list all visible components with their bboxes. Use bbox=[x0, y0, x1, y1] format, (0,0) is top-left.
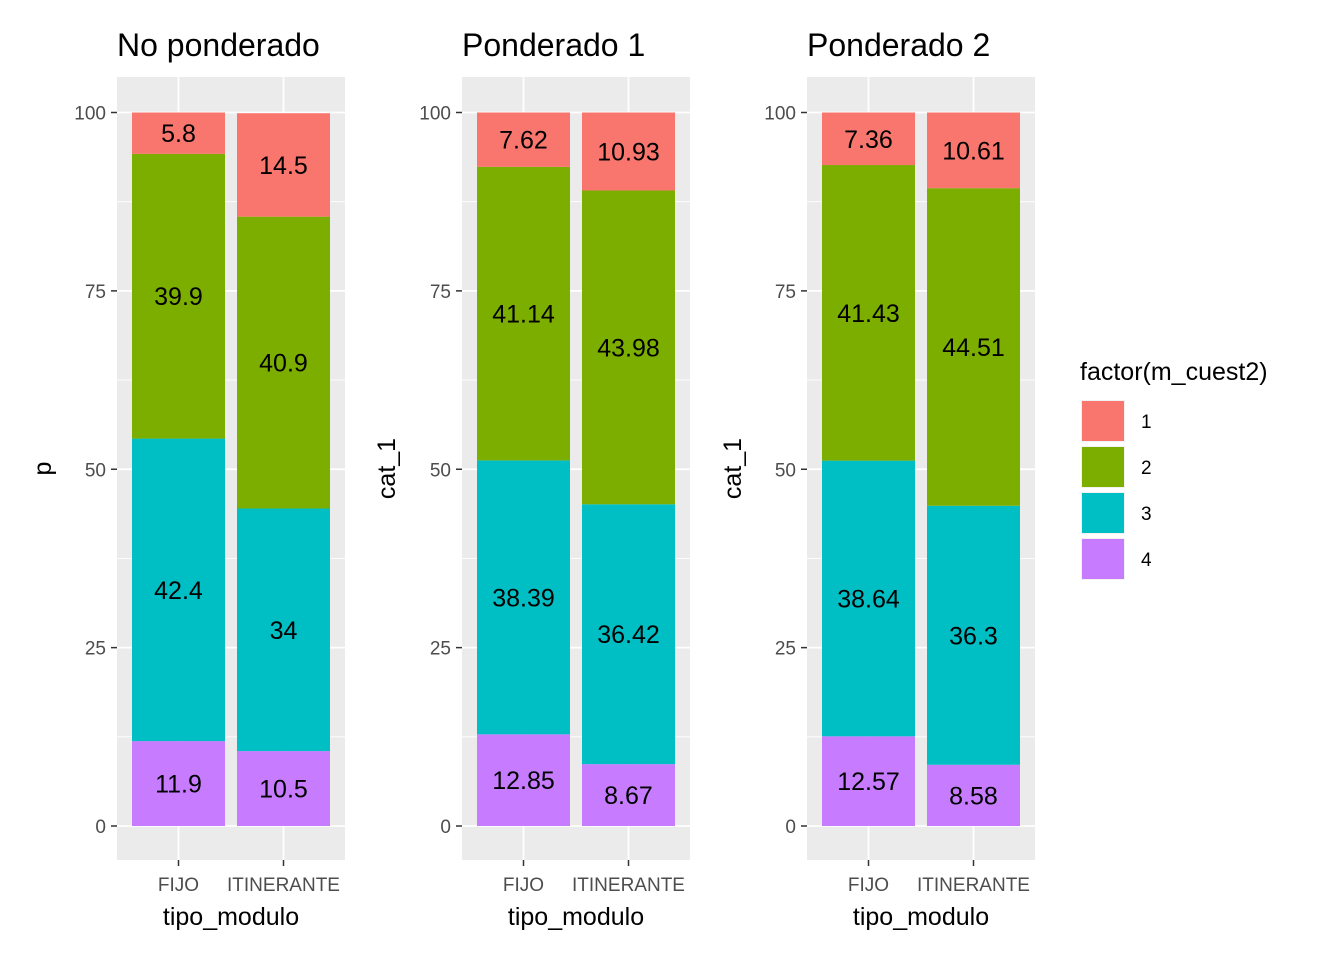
bar-data-label: 14.5 bbox=[259, 152, 308, 180]
bar-data-label: 10.5 bbox=[259, 776, 308, 804]
legend-swatch-4[interactable] bbox=[1082, 539, 1124, 579]
y-tick-label: 50 bbox=[430, 460, 451, 481]
chart-panel-1: 0 25 50 75 100 11.9 42.4 39.9 5.8 FIJO 10.5 34 40.9 1… bbox=[29, 27, 345, 931]
y-tick-label: 25 bbox=[85, 639, 106, 660]
x-tick-label: FIJO bbox=[848, 875, 889, 896]
y-tick-label: 75 bbox=[85, 282, 106, 303]
bar-data-label: 44.51 bbox=[942, 334, 1005, 362]
legend-title: factor(m_cuest2) bbox=[1080, 358, 1268, 386]
bar-segment-series-4-itinerante[interactable] bbox=[237, 751, 330, 826]
bar-segment-series-2-itinerante[interactable] bbox=[582, 190, 675, 505]
panel-title: Ponderado 1 bbox=[462, 27, 645, 63]
bar-segment-series-4-fijo[interactable] bbox=[132, 741, 225, 826]
chart-panel-3: 0 25 50 75 100 12.57 38.64 41.43 7.36 FIJO 8.58 36.… bbox=[719, 27, 1035, 931]
bar-data-label: 40.9 bbox=[259, 350, 308, 378]
bar-data-label: 41.14 bbox=[492, 301, 555, 329]
x-tick-label: ITINERANTE bbox=[227, 875, 340, 896]
bar-data-label: 10.93 bbox=[597, 138, 660, 166]
bar-data-label: 34 bbox=[270, 617, 298, 645]
bar-data-label: 39.9 bbox=[154, 283, 203, 311]
y-tick-label: 25 bbox=[430, 639, 451, 660]
bar-data-label: 43.98 bbox=[597, 334, 660, 362]
bar-data-label: 5.8 bbox=[161, 120, 196, 148]
legend: factor(m_cuest2) 1 2 3 4 bbox=[1080, 358, 1268, 580]
bar-data-label: 12.85 bbox=[492, 767, 555, 795]
y-tick-label: 50 bbox=[775, 460, 796, 481]
legend-item-label: 1 bbox=[1141, 412, 1152, 433]
legend-swatch-3[interactable] bbox=[1082, 493, 1124, 533]
bar-data-label: 7.62 bbox=[499, 127, 548, 155]
bar-segment-series-2-fijo[interactable] bbox=[132, 153, 225, 439]
bar-segment-series-1-itinerante[interactable] bbox=[237, 113, 330, 217]
x-axis-label: tipo_modulo bbox=[508, 903, 644, 931]
bar-segment-series-2-itinerante[interactable] bbox=[927, 188, 1020, 506]
x-tick-label: ITINERANTE bbox=[917, 875, 1030, 896]
bar-data-label: 12.57 bbox=[837, 768, 900, 796]
legend-item-label: 2 bbox=[1141, 458, 1152, 479]
legend-item-label: 3 bbox=[1141, 504, 1152, 525]
bar-segment-series-3-fijo[interactable] bbox=[477, 460, 570, 735]
bar-data-label: 7.36 bbox=[844, 126, 893, 154]
y-tick-label: 100 bbox=[419, 104, 451, 125]
bar-segment-series-4-itinerante[interactable] bbox=[582, 764, 675, 826]
bar-segment-series-3-itinerante[interactable] bbox=[237, 508, 330, 752]
bar-data-label: 36.3 bbox=[949, 622, 998, 650]
y-tick-label: 25 bbox=[775, 639, 796, 660]
y-tick-label: 100 bbox=[764, 104, 796, 125]
panel-title: No ponderado bbox=[117, 27, 320, 63]
y-tick-label: 0 bbox=[440, 817, 451, 838]
y-axis-label: cat_1 bbox=[719, 438, 747, 499]
bar-data-label: 8.58 bbox=[949, 782, 998, 810]
bar-data-label: 38.64 bbox=[837, 585, 900, 613]
bar-segment-series-1-fijo[interactable] bbox=[822, 112, 915, 166]
bar-segment-series-2-itinerante[interactable] bbox=[237, 216, 330, 509]
bar-segment-series-3-fijo[interactable] bbox=[822, 460, 915, 737]
bar-data-label: 41.43 bbox=[837, 300, 900, 328]
bar-segment-series-1-fijo[interactable] bbox=[132, 112, 225, 154]
y-axis-label: p bbox=[29, 462, 57, 476]
bar-data-label: 36.42 bbox=[597, 621, 660, 649]
bar-data-label: 38.39 bbox=[492, 584, 555, 612]
y-tick-label: 0 bbox=[785, 817, 796, 838]
x-tick-label: FIJO bbox=[503, 875, 544, 896]
y-tick-label: 50 bbox=[85, 460, 106, 481]
bar-data-label: 11.9 bbox=[155, 771, 202, 799]
y-tick-label: 100 bbox=[74, 104, 106, 125]
y-tick-label: 75 bbox=[775, 282, 796, 303]
bar-segment-series-2-fijo[interactable] bbox=[477, 166, 570, 461]
x-axis-label: tipo_modulo bbox=[853, 903, 989, 931]
bar-segment-series-3-itinerante[interactable] bbox=[927, 505, 1020, 765]
panel-title: Ponderado 2 bbox=[807, 27, 990, 63]
bar-segment-series-4-itinerante[interactable] bbox=[927, 764, 1020, 826]
legend-swatch-2[interactable] bbox=[1082, 447, 1124, 487]
y-tick-label: 75 bbox=[430, 282, 451, 303]
bar-segment-series-3-itinerante[interactable] bbox=[582, 504, 675, 765]
legend-swatch-1[interactable] bbox=[1082, 401, 1124, 441]
bar-segment-series-2-fijo[interactable] bbox=[822, 165, 915, 461]
y-axis-label: cat_1 bbox=[373, 438, 401, 499]
legend-item-label: 4 bbox=[1141, 550, 1152, 571]
y-tick-label: 0 bbox=[95, 817, 106, 838]
bar-segment-series-4-fijo[interactable] bbox=[477, 734, 570, 826]
bar-segment-series-3-fijo[interactable] bbox=[132, 438, 225, 742]
bar-data-label: 42.4 bbox=[154, 577, 203, 605]
x-tick-label: ITINERANTE bbox=[572, 875, 685, 896]
chart-panel-2: 0 25 50 75 100 12.85 38.39 41.14 7.62 FIJO 8.67 36.… bbox=[373, 27, 690, 931]
bar-segment-series-1-itinerante[interactable] bbox=[582, 112, 675, 191]
x-tick-label: FIJO bbox=[158, 875, 199, 896]
bar-data-label: 8.67 bbox=[604, 782, 653, 810]
bar-segment-series-1-itinerante[interactable] bbox=[927, 112, 1020, 189]
x-axis-label: tipo_modulo bbox=[163, 903, 299, 931]
bar-data-label: 10.61 bbox=[942, 137, 1005, 165]
bar-segment-series-1-fijo[interactable] bbox=[477, 112, 570, 167]
bar-segment-series-4-fijo[interactable] bbox=[822, 736, 915, 826]
